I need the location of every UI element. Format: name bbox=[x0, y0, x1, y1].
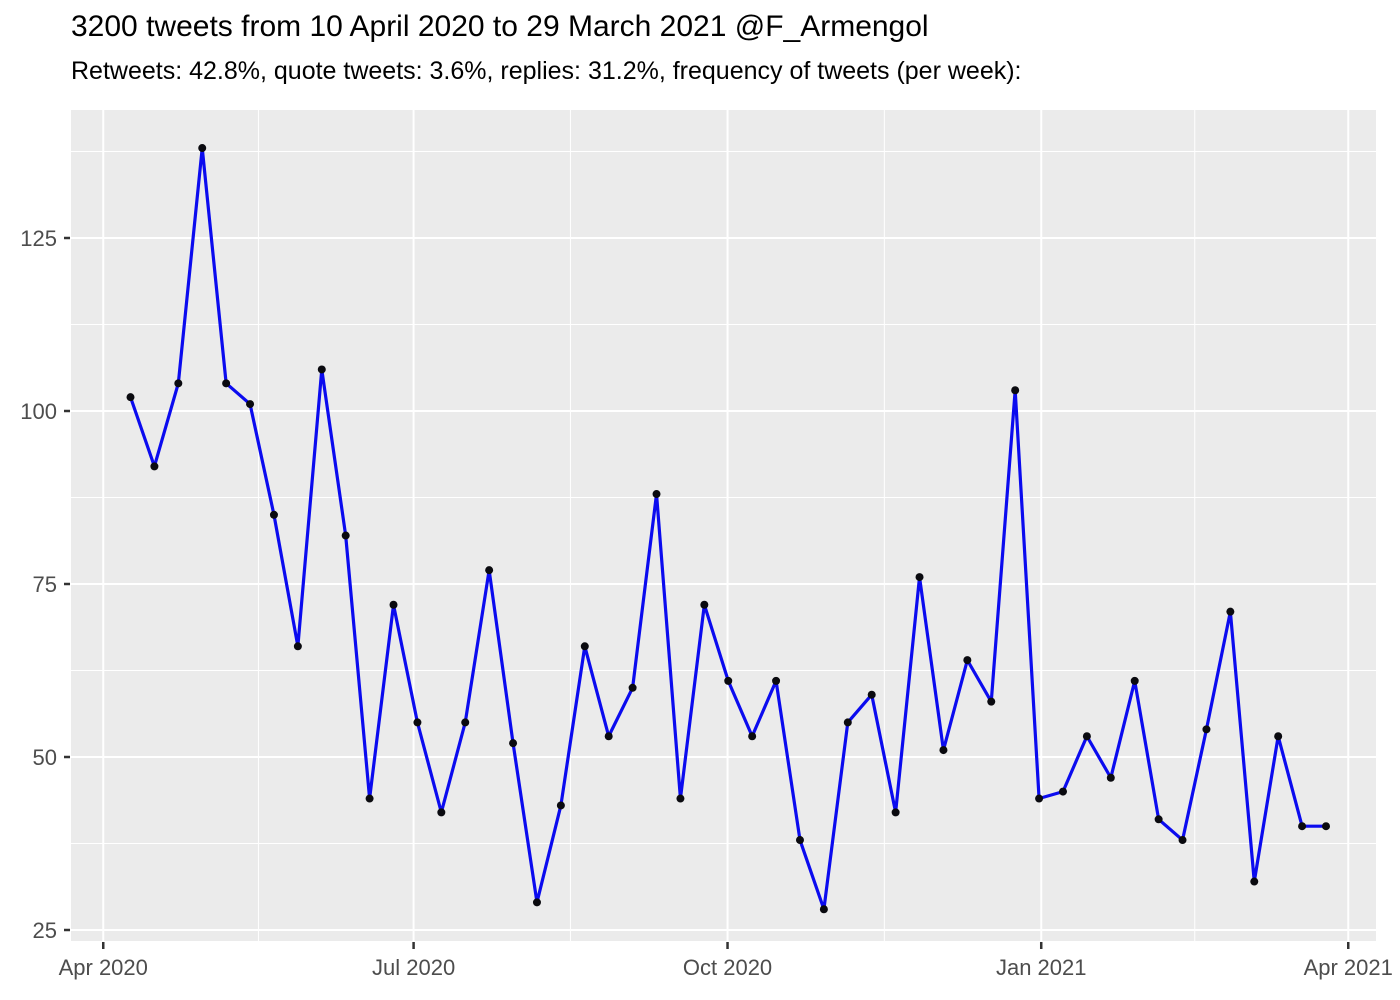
data-point bbox=[795, 836, 804, 845]
data-point bbox=[365, 794, 374, 803]
data-point bbox=[174, 379, 183, 388]
x-axis-tick-label: Apr 2021 bbox=[1304, 955, 1393, 980]
data-point bbox=[317, 365, 326, 374]
data-point bbox=[461, 718, 470, 727]
data-point bbox=[676, 794, 685, 803]
data-point bbox=[819, 905, 828, 914]
data-point bbox=[1035, 794, 1044, 803]
data-point bbox=[413, 718, 422, 727]
data-point bbox=[1274, 732, 1283, 741]
data-point bbox=[1322, 822, 1330, 831]
data-point bbox=[126, 393, 135, 402]
data-point bbox=[1154, 815, 1163, 824]
x-axis-tick-label: Jan 2021 bbox=[996, 955, 1087, 980]
data-point bbox=[652, 490, 661, 499]
data-point bbox=[293, 642, 302, 651]
data-point bbox=[1226, 607, 1235, 616]
data-point bbox=[556, 801, 565, 810]
data-point bbox=[1202, 725, 1211, 734]
y-axis-tick-label: 100 bbox=[20, 399, 57, 424]
data-point bbox=[437, 808, 446, 817]
plot-panel bbox=[71, 110, 1376, 941]
data-point bbox=[341, 531, 350, 540]
data-point bbox=[748, 732, 757, 741]
data-point bbox=[1178, 836, 1187, 845]
data-point bbox=[987, 697, 996, 706]
data-point bbox=[867, 690, 876, 699]
data-point bbox=[269, 510, 278, 519]
data-point bbox=[1011, 386, 1020, 395]
data-point bbox=[198, 144, 207, 153]
data-point bbox=[628, 683, 637, 692]
data-point bbox=[150, 462, 159, 471]
data-point bbox=[1250, 877, 1259, 886]
x-axis-tick-label: Oct 2020 bbox=[683, 955, 772, 980]
y-axis-tick-label: 125 bbox=[20, 226, 57, 251]
chart-title: 3200 tweets from 10 April 2020 to 29 Mar… bbox=[71, 10, 929, 43]
y-axis-tick-label: 75 bbox=[33, 572, 57, 597]
data-point bbox=[1058, 787, 1067, 796]
data-point bbox=[772, 676, 781, 685]
y-axis-tick-label: 25 bbox=[33, 918, 57, 943]
data-point bbox=[915, 573, 924, 582]
data-point bbox=[1298, 822, 1307, 831]
chart-subtitle: Retweets: 42.8%, quote tweets: 3.6%, rep… bbox=[71, 57, 1022, 85]
data-point bbox=[509, 739, 518, 748]
data-point bbox=[485, 566, 494, 575]
x-axis-tick-label: Apr 2020 bbox=[59, 955, 148, 980]
data-point bbox=[963, 656, 972, 665]
data-point bbox=[1106, 773, 1115, 782]
y-axis-tick-label: 50 bbox=[33, 745, 57, 770]
data-point bbox=[532, 898, 541, 907]
data-point bbox=[246, 400, 255, 409]
data-point bbox=[891, 808, 900, 817]
data-point bbox=[389, 600, 398, 609]
data-point bbox=[724, 676, 733, 685]
data-point bbox=[222, 379, 231, 388]
data-point bbox=[580, 642, 589, 651]
data-point bbox=[604, 732, 613, 741]
data-point bbox=[1130, 676, 1139, 685]
data-point bbox=[700, 600, 709, 609]
data-point bbox=[843, 718, 852, 727]
data-point bbox=[1082, 732, 1091, 741]
x-axis-tick-label: Jul 2020 bbox=[372, 955, 455, 980]
data-point bbox=[939, 746, 948, 755]
